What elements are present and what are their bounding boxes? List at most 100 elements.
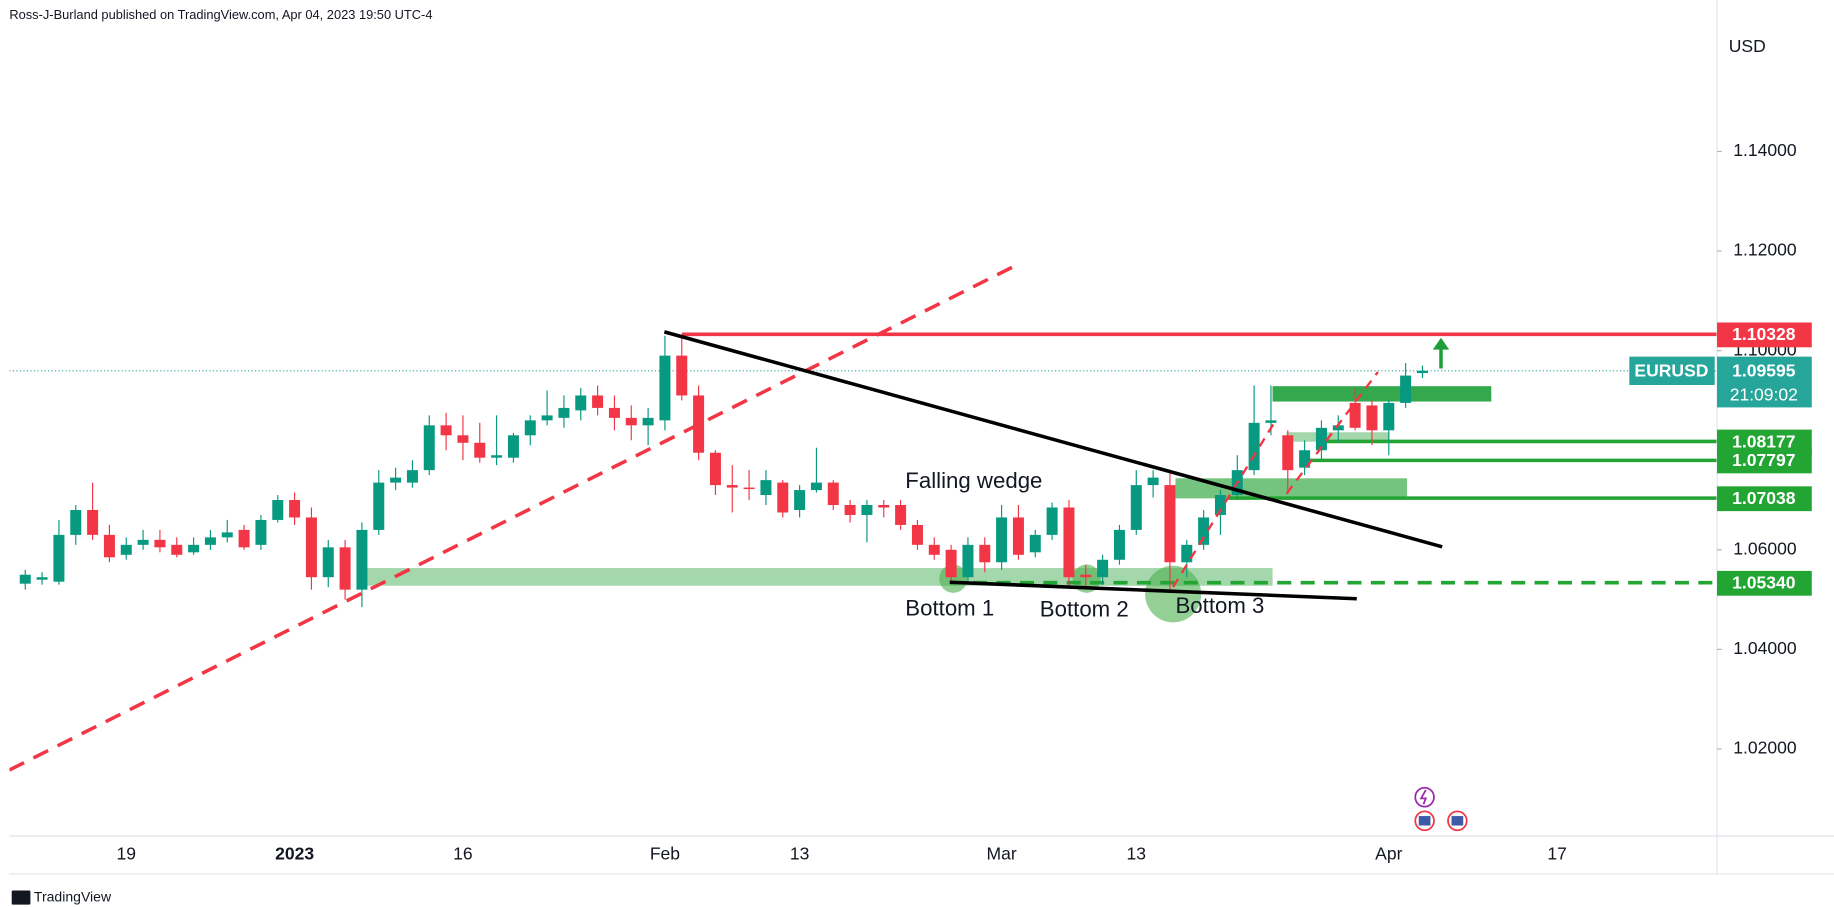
level-label: 1.07797 [1732, 450, 1796, 470]
candle-body [373, 482, 385, 530]
bottom-marker [1145, 565, 1202, 623]
candle-body [794, 490, 806, 510]
candle-body [996, 517, 1008, 563]
candle-body [760, 480, 772, 496]
level-label-box [1717, 322, 1812, 348]
y-tick-label: 1.12000 [1733, 240, 1797, 260]
annotation: Bottom 2 [1040, 596, 1129, 621]
candle-body [474, 442, 486, 458]
zones [9, 332, 1718, 623]
x-tick-label: 19 [117, 844, 136, 864]
footer-brand: TradingView [34, 888, 112, 904]
candle-body [188, 544, 200, 553]
candle-body [608, 407, 620, 418]
candle-body [1214, 495, 1226, 515]
candle-body [928, 544, 940, 555]
candle-body [289, 500, 301, 518]
level-label-box [1717, 570, 1812, 596]
symbol-label: EURUSD [1634, 361, 1708, 381]
target-arrow [1432, 337, 1450, 350]
candle-body [1349, 402, 1361, 428]
candle-body [1248, 422, 1260, 471]
x-tick-label: 2023 [275, 844, 314, 864]
candle-body [53, 534, 65, 582]
annotations: Falling wedge Bottom 1 Bottom 2 Bottom 3 [905, 468, 1264, 622]
candle-body [592, 395, 604, 408]
y-tick-label: 1.06000 [1733, 538, 1797, 558]
candle-body [1046, 507, 1058, 535]
candle-body [423, 425, 435, 471]
candle-body [406, 470, 418, 483]
candle-body [1029, 534, 1041, 553]
candle-body [87, 509, 99, 535]
x-tick-label: 16 [453, 844, 473, 864]
candle-body [524, 420, 536, 436]
drawings [9, 265, 1468, 832]
candle-body [238, 529, 250, 548]
candle-body [676, 355, 688, 396]
candle-body [390, 477, 402, 483]
candle-body [457, 435, 469, 443]
x-tick-label: Feb [650, 844, 680, 864]
candle-body [1063, 507, 1075, 578]
candle-body [659, 355, 671, 421]
candle-body [1332, 425, 1344, 431]
candle-body [1012, 517, 1024, 555]
annotation: Bottom 1 [905, 595, 994, 620]
x-tick-label: 13 [1127, 844, 1147, 864]
candle-body [305, 517, 317, 578]
candle-body [844, 505, 856, 515]
candle-body [743, 487, 755, 490]
candle-body [1130, 485, 1142, 530]
us-event-icon [1451, 816, 1464, 826]
candle-body [19, 574, 31, 584]
candle-body [339, 547, 351, 590]
level-label: 1.05340 [1732, 572, 1796, 592]
candle-body [507, 435, 519, 458]
candle-body [70, 509, 82, 535]
level-label: 1.10328 [1732, 324, 1796, 344]
candle-body [171, 544, 183, 555]
candle-body [878, 505, 890, 508]
x-tick-label: 13 [790, 844, 810, 864]
candle-body [1181, 544, 1193, 563]
candle-body [204, 537, 216, 545]
candle-body [1383, 402, 1395, 431]
candle-body [221, 532, 233, 538]
axes: USD TradingView 1.020001.040001.060001.1… [9, 0, 1834, 905]
candle-body [1164, 485, 1176, 563]
level-label: 1.07038 [1732, 488, 1796, 508]
annotation: Falling wedge [905, 468, 1042, 493]
level-label-box [1717, 486, 1812, 512]
candle-body [895, 505, 907, 525]
candle-body [255, 519, 267, 545]
candle-body [861, 505, 873, 515]
candle-body [945, 549, 957, 578]
candle-body [962, 544, 974, 578]
candle-body [558, 407, 570, 418]
candle-body [625, 417, 637, 426]
candle-body [322, 547, 334, 578]
y-tick-label: 1.02000 [1733, 738, 1797, 758]
x-tick-label: Apr [1375, 844, 1402, 864]
candle-body [1080, 574, 1092, 578]
candle-body [810, 482, 822, 491]
candle-body [911, 524, 923, 545]
candle-body [440, 425, 452, 436]
trend-line [9, 265, 1014, 772]
wedge-line [663, 330, 1443, 549]
candle-body [979, 544, 991, 563]
candle-body [541, 415, 553, 421]
candle-body [642, 417, 654, 426]
logo-mark [11, 890, 31, 905]
candle-body [726, 485, 738, 488]
candle-body [693, 395, 705, 453]
candle-body [120, 544, 132, 555]
x-tick-label: Mar [987, 844, 1017, 864]
trend-line [1285, 371, 1379, 495]
annotation: Bottom 3 [1175, 593, 1264, 618]
us-event-icon [1418, 816, 1431, 826]
